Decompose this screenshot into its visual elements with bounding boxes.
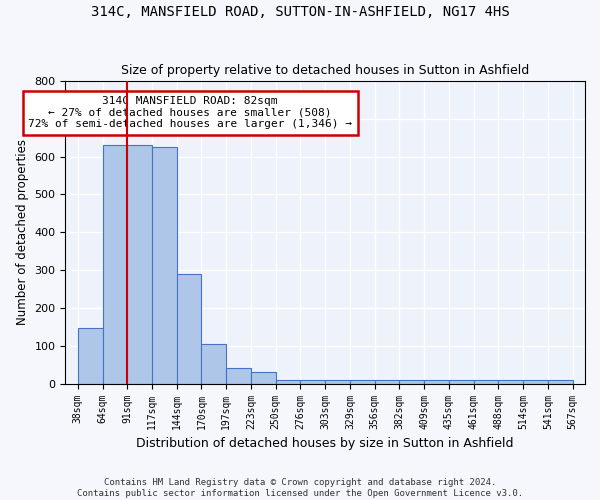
- Bar: [276, 380, 301, 384]
- Bar: [523, 380, 548, 384]
- Bar: [473, 380, 499, 384]
- Bar: [374, 380, 400, 384]
- Bar: [152, 147, 177, 384]
- Bar: [226, 368, 251, 384]
- Bar: [301, 380, 325, 384]
- Bar: [449, 380, 473, 384]
- Bar: [325, 380, 350, 384]
- Bar: [251, 372, 276, 384]
- Bar: [350, 380, 374, 384]
- Bar: [499, 380, 523, 384]
- Bar: [548, 380, 572, 384]
- Title: Size of property relative to detached houses in Sutton in Ashfield: Size of property relative to detached ho…: [121, 64, 529, 77]
- Bar: [103, 146, 127, 384]
- Text: Contains HM Land Registry data © Crown copyright and database right 2024.
Contai: Contains HM Land Registry data © Crown c…: [77, 478, 523, 498]
- Text: 314C MANSFIELD ROAD: 82sqm
← 27% of detached houses are smaller (508)
72% of sem: 314C MANSFIELD ROAD: 82sqm ← 27% of deta…: [28, 96, 352, 130]
- Bar: [202, 344, 226, 384]
- Bar: [400, 380, 424, 384]
- Bar: [177, 274, 202, 384]
- Y-axis label: Number of detached properties: Number of detached properties: [16, 140, 29, 326]
- Bar: [78, 328, 103, 384]
- Bar: [424, 380, 449, 384]
- X-axis label: Distribution of detached houses by size in Sutton in Ashfield: Distribution of detached houses by size …: [136, 437, 514, 450]
- Bar: [127, 146, 152, 384]
- Text: 314C, MANSFIELD ROAD, SUTTON-IN-ASHFIELD, NG17 4HS: 314C, MANSFIELD ROAD, SUTTON-IN-ASHFIELD…: [91, 5, 509, 19]
